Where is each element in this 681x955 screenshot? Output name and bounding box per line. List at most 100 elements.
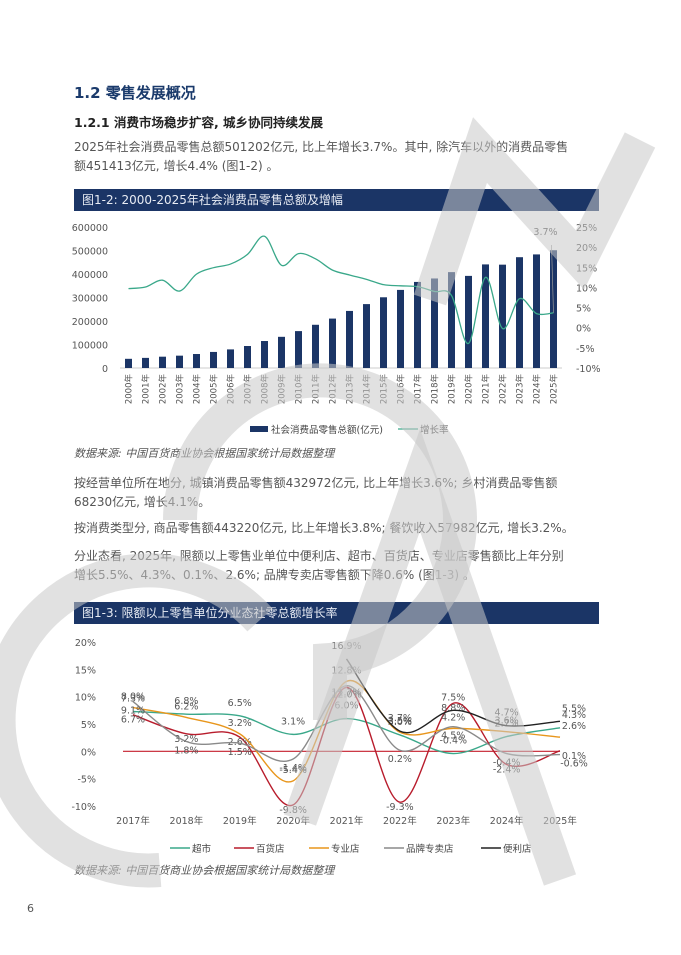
paragraph-formats: 分业态看, 2025年, 限额以上零售业单位中便利店、超市、百货店、专业店零售额… — [74, 547, 614, 585]
svg-text:2002年: 2002年 — [158, 374, 169, 405]
svg-text:2013年: 2013年 — [345, 374, 356, 405]
svg-text:-10%: -10% — [71, 802, 96, 813]
svg-text:2007年: 2007年 — [243, 374, 254, 405]
svg-text:10%: 10% — [75, 693, 96, 704]
svg-text:超市: 超市 — [192, 843, 212, 855]
svg-text:2020年: 2020年 — [276, 815, 310, 827]
svg-text:2021年: 2021年 — [481, 374, 492, 405]
svg-text:-9.8%: -9.8% — [279, 805, 307, 816]
svg-text:2003年: 2003年 — [175, 374, 186, 405]
svg-text:20%: 20% — [75, 638, 96, 649]
svg-text:增长率: 增长率 — [420, 424, 449, 436]
svg-text:2024年: 2024年 — [490, 815, 524, 827]
svg-text:2019年: 2019年 — [447, 374, 458, 405]
svg-text:2024年: 2024年 — [532, 374, 543, 405]
figure-1-3-title: 图1-3: 限额以上零售单位分业态社零总额增长率 — [74, 602, 599, 624]
svg-text:300000: 300000 — [72, 294, 108, 305]
svg-text:2010年: 2010年 — [294, 374, 305, 405]
svg-text:2000年: 2000年 — [124, 374, 135, 405]
svg-text:500000: 500000 — [72, 247, 108, 258]
subsection-title: 1.2.1 消费市场稳步扩容, 城乡协同持续发展 — [74, 115, 324, 130]
svg-text:2022年: 2022年 — [498, 374, 509, 405]
svg-text:2018年: 2018年 — [430, 374, 441, 405]
svg-text:-5%: -5% — [576, 344, 595, 355]
svg-text:7.5%: 7.5% — [441, 692, 465, 703]
svg-text:2021年: 2021年 — [330, 815, 364, 827]
svg-text:百货店: 百货店 — [256, 843, 285, 855]
svg-text:3.7%: 3.7% — [533, 227, 557, 238]
paragraph-line: 2025年社会消费品零售总额501202亿元, 比上年增长3.7%。其中, 除汽… — [74, 140, 569, 154]
svg-text:2012年: 2012年 — [328, 374, 339, 405]
svg-text:6.5%: 6.5% — [228, 698, 252, 709]
svg-text:12.0%: 12.0% — [331, 690, 361, 701]
svg-text:2008年: 2008年 — [260, 374, 271, 405]
svg-text:2004年: 2004年 — [192, 374, 203, 405]
svg-text:-1.4%: -1.4% — [279, 763, 307, 774]
svg-text:4.2%: 4.2% — [441, 712, 465, 723]
svg-text:600000: 600000 — [72, 223, 108, 234]
svg-text:2011年: 2011年 — [311, 374, 322, 405]
svg-text:2016年: 2016年 — [396, 374, 407, 405]
svg-text:2009年: 2009年 — [277, 374, 288, 405]
section-title: 1.2 零售发展概况 — [74, 84, 196, 102]
svg-text:2025年: 2025年 — [543, 815, 577, 827]
paragraph-line: 按经营单位所在地分, 城镇消费品零售额432972亿元, 比上年增长3.6%; … — [74, 476, 558, 490]
data-source-note: 数据来源: 中国百货商业协会根据国家统计局数据整理 — [74, 447, 335, 460]
svg-text:2001年: 2001年 — [141, 374, 152, 405]
paragraph-line: 额451413亿元, 增长4.4% (图1-2) 。 — [74, 159, 279, 173]
format-growth-chart: 20% 15% 10% 5% 0% -5% -10% 2017年 2018年 2019年 2020年… — [71, 638, 588, 855]
svg-text:品牌专卖店: 品牌专卖店 — [406, 843, 454, 855]
svg-text:0: 0 — [102, 364, 108, 375]
svg-text:2014年: 2014年 — [362, 374, 373, 405]
paragraph-line: 分业态看, 2025年, 限额以上零售业单位中便利店、超市、百货店、专业店零售额… — [74, 549, 564, 563]
svg-text:3.2%: 3.2% — [228, 718, 252, 729]
page-number: 6 — [27, 902, 34, 915]
svg-text:2022年: 2022年 — [383, 815, 417, 827]
svg-text:2020年: 2020年 — [464, 374, 475, 405]
svg-text:25%: 25% — [576, 223, 597, 234]
svg-text:5%: 5% — [576, 304, 591, 315]
svg-text:16.9%: 16.9% — [331, 641, 361, 652]
svg-text:6.0%: 6.0% — [334, 701, 358, 712]
svg-text:2018年: 2018年 — [170, 815, 204, 827]
svg-text:8.0%: 8.0% — [121, 692, 145, 703]
svg-text:5%: 5% — [81, 720, 96, 731]
svg-text:2023年: 2023年 — [515, 374, 526, 405]
svg-text:20%: 20% — [576, 243, 597, 254]
svg-text:专业店: 专业店 — [331, 843, 360, 855]
svg-text:15%: 15% — [75, 665, 96, 676]
svg-text:-10%: -10% — [576, 364, 601, 375]
paragraph-consumption-type: 按消费类型分, 商品零售额443220亿元, 比上年增长3.8%; 餐饮收入57… — [74, 519, 614, 538]
svg-text:400000: 400000 — [72, 270, 108, 281]
svg-text:0%: 0% — [81, 747, 96, 758]
svg-text:1.5%: 1.5% — [228, 747, 252, 758]
svg-text:1.8%: 1.8% — [174, 745, 198, 756]
svg-text:2017年: 2017年 — [413, 374, 424, 405]
svg-text:5.5%: 5.5% — [562, 703, 586, 714]
svg-text:6.2%: 6.2% — [174, 701, 198, 712]
svg-text:2023年: 2023年 — [436, 815, 470, 827]
svg-text:2025年: 2025年 — [549, 374, 560, 405]
svg-text:2.6%: 2.6% — [562, 721, 586, 732]
svg-text:2005年: 2005年 — [209, 374, 220, 405]
svg-text:100000: 100000 — [72, 341, 108, 352]
svg-text:3.1%: 3.1% — [281, 716, 305, 727]
data-source-note-2: 数据来源: 中国百货商业协会根据国家统计局数据整理 — [74, 864, 335, 877]
svg-text:2017年: 2017年 — [116, 815, 150, 827]
retail-sales-chart: 600000 500000 400000 300000 200000 100000 0 25%… — [72, 223, 601, 436]
svg-text:-5%: -5% — [78, 775, 97, 786]
svg-text:-0.6%: -0.6% — [560, 759, 588, 770]
svg-text:2015年: 2015年 — [379, 374, 390, 405]
svg-text:9.1%: 9.1% — [121, 706, 145, 717]
paragraph-urban-rural: 按经营单位所在地分, 城镇消费品零售额432972亿元, 比上年增长3.6%; … — [74, 474, 614, 512]
svg-text:4.5%: 4.5% — [441, 731, 465, 742]
svg-text:200000: 200000 — [72, 317, 108, 328]
figure-1-2-title: 图1-2: 2000-2025年社会消费品零售总额及增幅 — [74, 189, 599, 211]
svg-text:3.7%: 3.7% — [388, 713, 412, 724]
paragraph-line: 增长5.5%、4.3%、0.1%、2.6%; 品牌专卖店零售额下降0.6% (图… — [74, 568, 475, 582]
svg-text:4.7%: 4.7% — [495, 708, 519, 719]
svg-text:0.2%: 0.2% — [388, 754, 412, 765]
svg-text:社会消费品零售总额(亿元): 社会消费品零售总额(亿元) — [271, 424, 383, 436]
svg-text:15%: 15% — [576, 263, 597, 274]
paragraph-line: 按消费类型分, 商品零售额443220亿元, 比上年增长3.8%; 餐饮收入57… — [74, 521, 574, 535]
